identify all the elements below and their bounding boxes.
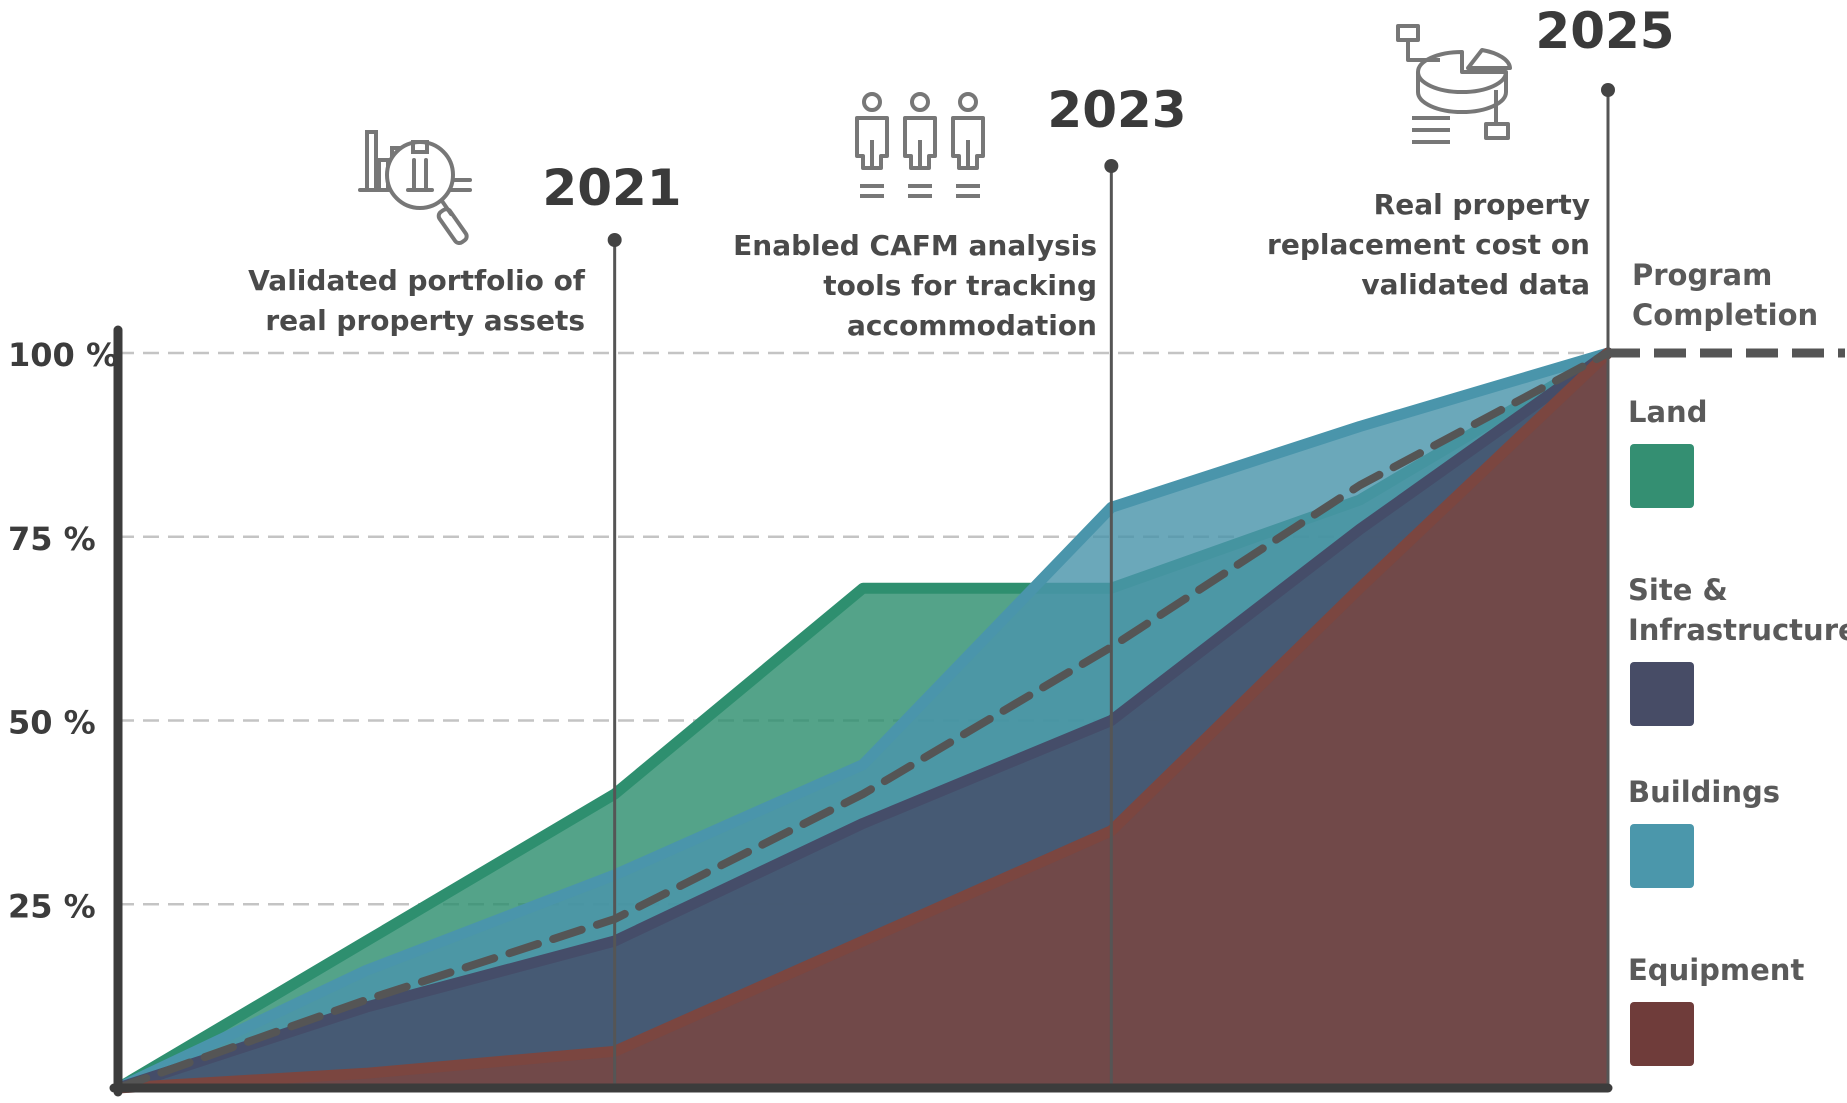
milestone-dot-2021 xyxy=(607,233,622,247)
milestone-year-2025: 2025 xyxy=(1535,2,1674,60)
legend-label-site-0: Site & xyxy=(1628,573,1728,607)
milestone-year-2023: 2023 xyxy=(1047,81,1186,139)
milestone-dot-2023 xyxy=(1104,159,1119,173)
series-areas xyxy=(112,347,1614,1094)
legend-item-site: Site & Infrastructure xyxy=(1628,573,1847,726)
y-tick-label-100: 100 % xyxy=(8,336,118,374)
milestone-text-2021-0: Validated portfolio of xyxy=(248,264,586,297)
area-edge-buildings xyxy=(112,347,1614,1094)
magnifier-chart-icon xyxy=(358,130,472,246)
program-completion-line xyxy=(114,349,1612,1092)
milestone-text-2025-2: validated data xyxy=(1361,268,1590,301)
program-completion: Program Completion xyxy=(114,258,1845,1092)
y-tick-label-75: 75 % xyxy=(8,520,96,558)
legend-item-equipment: Equipment xyxy=(1628,953,1804,1066)
milestone-text-2023-2: accommodation xyxy=(847,309,1097,342)
milestone-text-2025-1: replacement cost on xyxy=(1267,228,1590,261)
pie-chart-icon xyxy=(1396,24,1512,144)
people-icon xyxy=(855,92,985,198)
legend-swatch-site xyxy=(1630,662,1694,726)
milestone-text-2025-0: Real property xyxy=(1374,188,1590,221)
milestone-text-2023-0: Enabled CAFM analysis xyxy=(733,229,1097,262)
legend-swatch-equipment xyxy=(1630,1002,1694,1066)
legend-label-land-0: Land xyxy=(1628,395,1707,429)
milestone-2021: 2021 Validated portfolio of real property … xyxy=(248,159,682,1088)
milestone-2025: 2025 Real property replacement cost on vali… xyxy=(1267,2,1675,1088)
legend-label-site-1: Infrastructure xyxy=(1628,613,1847,647)
milestones: 2021 Validated portfolio of real property … xyxy=(248,2,1675,1088)
axes xyxy=(109,325,1613,1097)
program-completion-label-0: Program xyxy=(1632,258,1772,292)
y-tick-label-25: 25 % xyxy=(8,887,96,925)
y-tick-label-50: 50 % xyxy=(8,704,96,742)
program-completion-label-1: Completion xyxy=(1632,298,1818,332)
area-edge-site xyxy=(112,347,1614,1094)
legend-item-land: Land xyxy=(1628,395,1707,508)
legend-label-equipment-0: Equipment xyxy=(1628,953,1804,987)
milestone-text-2023-1: tools for tracking xyxy=(823,269,1097,302)
y-tick-labels: 25 % 50 % 75 % 100 % xyxy=(8,336,118,925)
milestone-2023: 2023 Enabled CAFM analysis tools for track… xyxy=(733,81,1187,1088)
milestone-dot-2025 xyxy=(1601,83,1615,97)
area-edge-equipment xyxy=(112,347,1614,1094)
legend: Land Site & Infrastructure Buildings Equipme… xyxy=(1628,395,1847,1066)
milestone-text-2021-1: real property assets xyxy=(265,304,585,337)
milestone-year-2021: 2021 xyxy=(542,159,681,217)
milestone-icons xyxy=(358,24,1512,246)
area-equipment xyxy=(118,353,1608,1088)
legend-swatch-land xyxy=(1630,444,1694,508)
legend-item-buildings: Buildings xyxy=(1628,775,1780,888)
legend-swatch-buildings xyxy=(1630,824,1694,888)
legend-label-buildings-0: Buildings xyxy=(1628,775,1780,809)
